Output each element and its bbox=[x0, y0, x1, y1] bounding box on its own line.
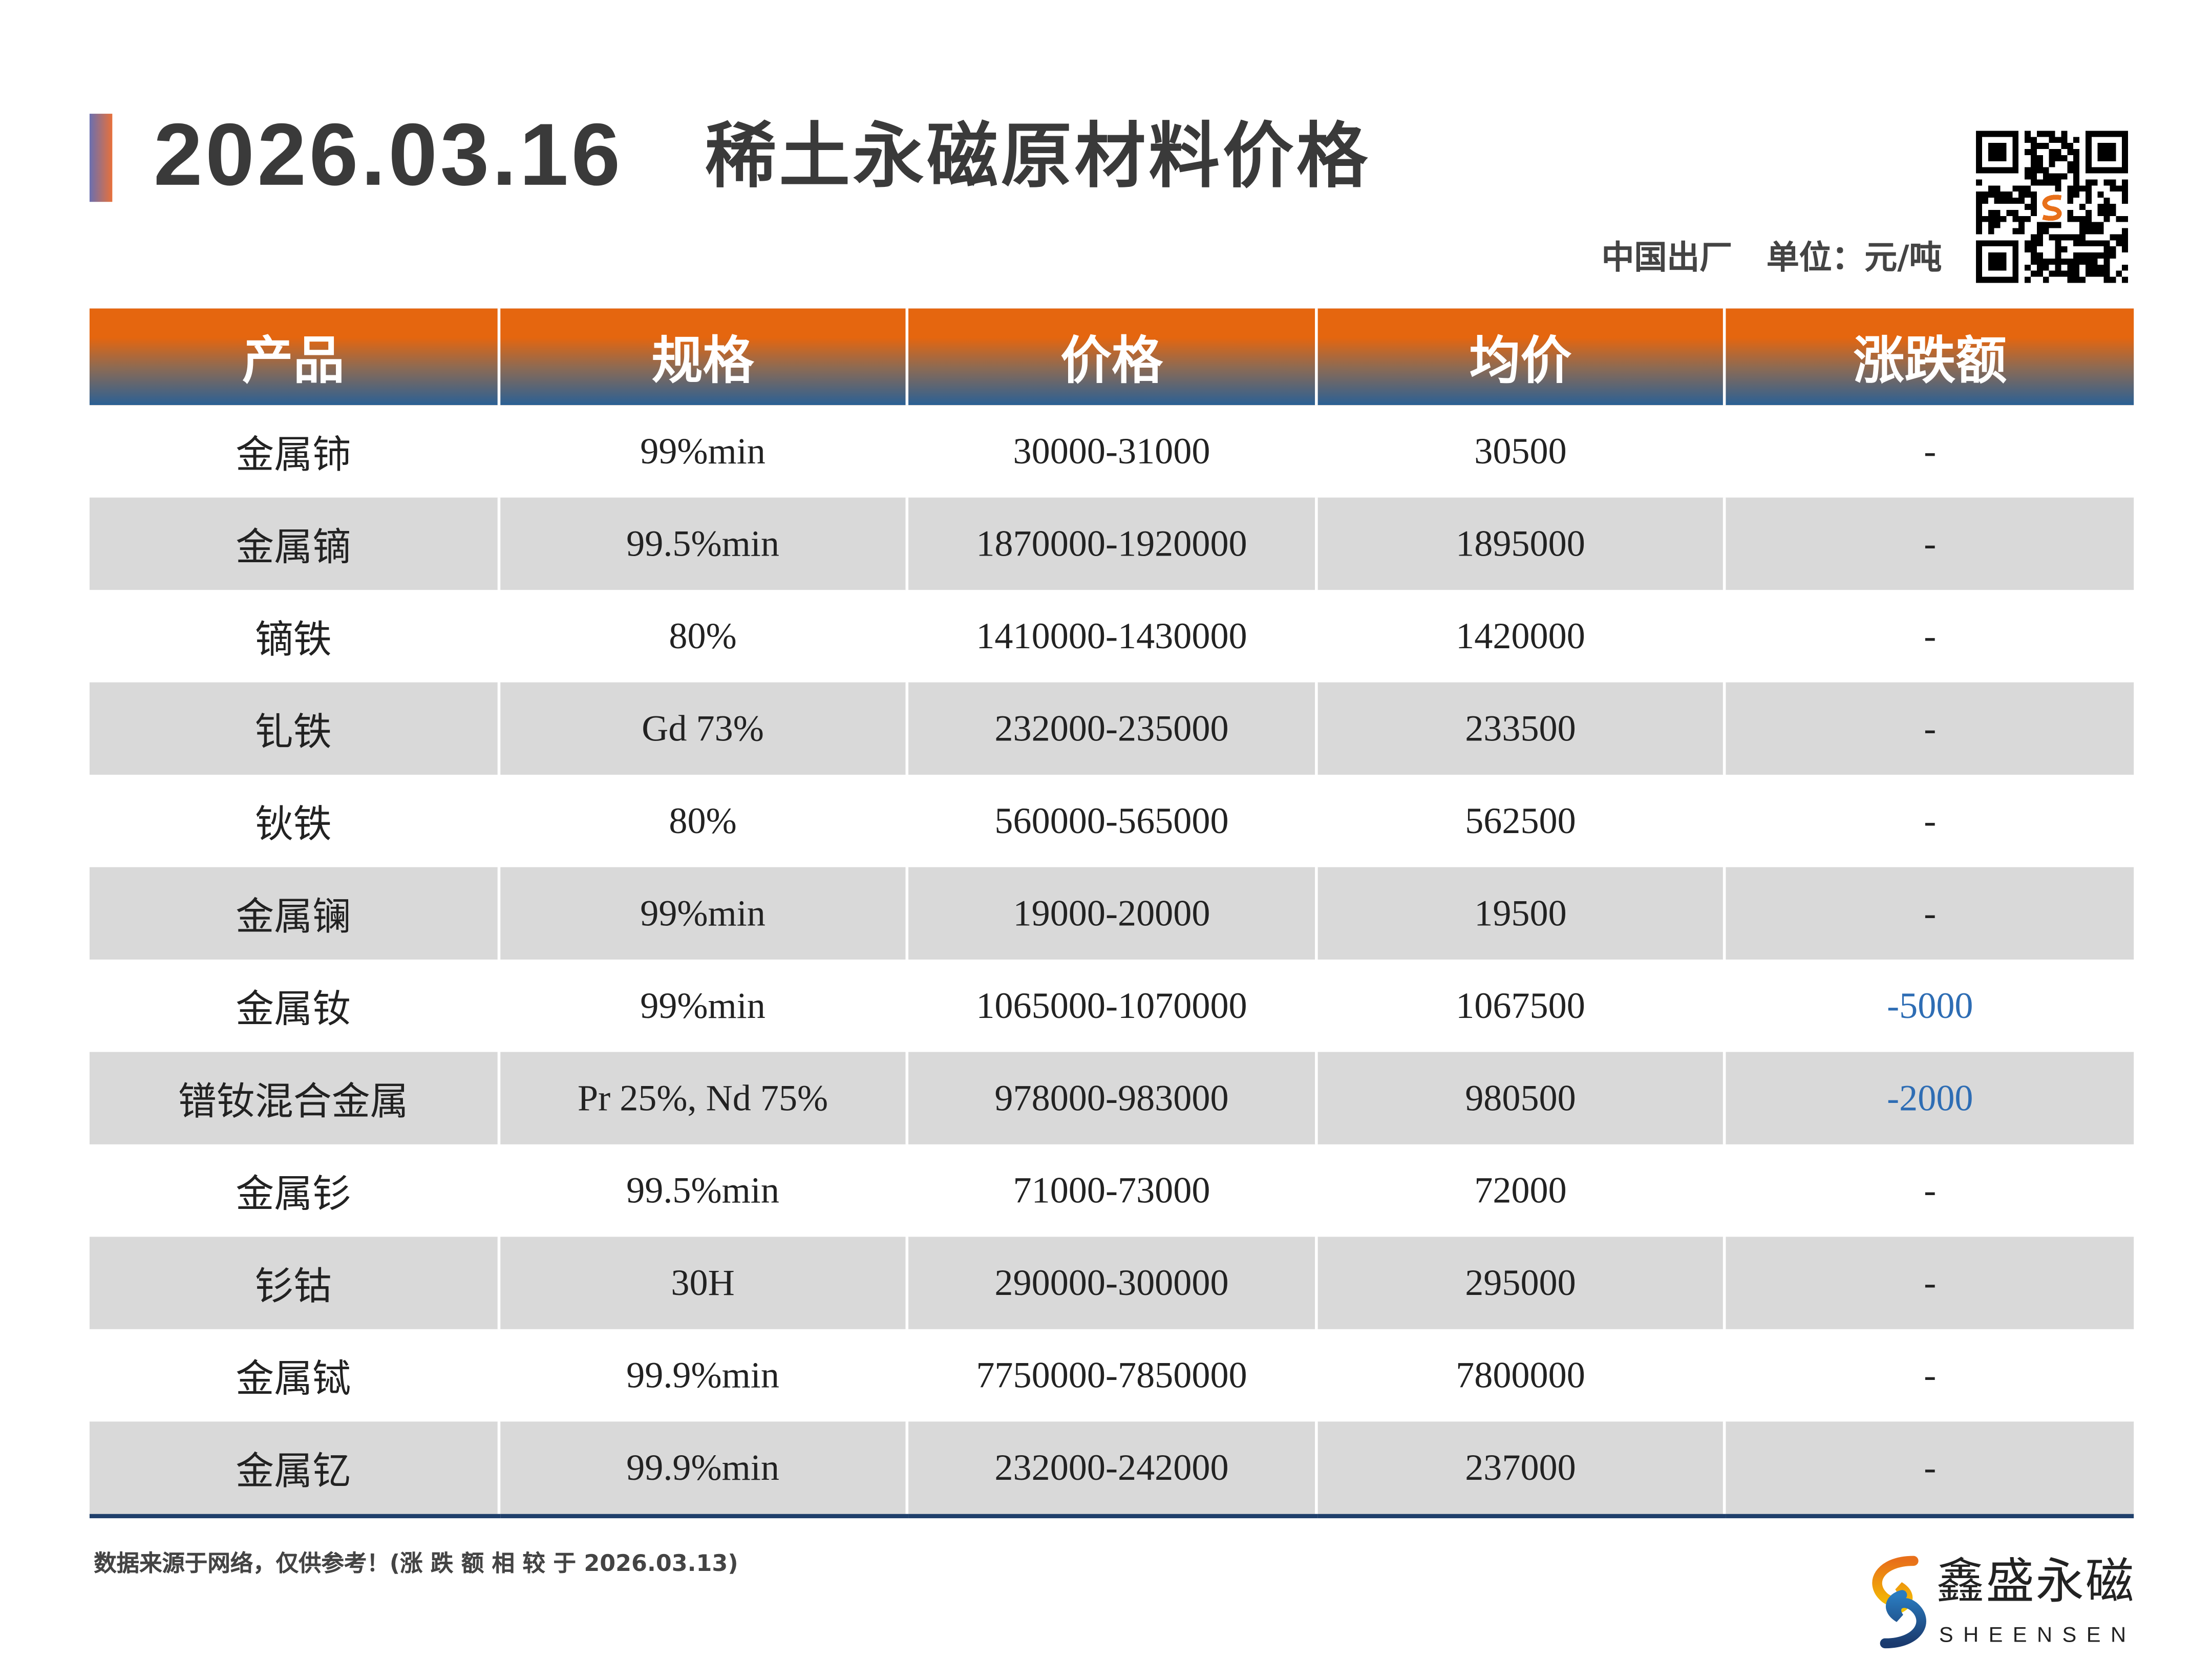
company-logo: 鑫盛永磁 SHEENSEN bbox=[1865, 1555, 2150, 1654]
product-cell: 金属铽 bbox=[236, 1357, 351, 1402]
change-cell: - bbox=[1723, 1329, 2134, 1422]
table-row: 金属钕 99%min 1065000-1070000 1067500 -5000 bbox=[90, 960, 2134, 1052]
table-row: 金属铈 99%min 30000-31000 30500- bbox=[90, 405, 2134, 498]
spec-cell: 30H bbox=[497, 1237, 907, 1329]
change-cell: - bbox=[1723, 682, 2134, 775]
change-cell: - bbox=[1723, 867, 2134, 960]
spec-cell: 80% bbox=[497, 775, 907, 867]
column-header: 产品 bbox=[89, 308, 499, 406]
qr-code-icon bbox=[1976, 131, 2129, 283]
average-price-cell: 295000 bbox=[1314, 1237, 1725, 1329]
price-range-cell: 232000-242000 bbox=[906, 1421, 1316, 1519]
table-row: 镨钕混合金属 Pr 25%, Nd 75% 978000-983000 980500-… bbox=[89, 1052, 2134, 1144]
spec-cell: 80% bbox=[497, 590, 907, 683]
unit-note: 中国出厂 单位：元/吨 bbox=[1602, 239, 1942, 279]
average-price-cell: 19500 bbox=[1314, 867, 1725, 960]
spec-cell: 99.9%min bbox=[497, 1329, 907, 1422]
spec-cell: 99%min bbox=[497, 867, 907, 960]
product-cell: 金属铈 bbox=[236, 433, 351, 478]
product-cell: 钆铁 bbox=[89, 682, 499, 775]
table-row: 金属钐 99.5%min 71000-73000 72000- bbox=[90, 1144, 2134, 1237]
table-row: 钆铁 Gd 73% 232000-235000 233500- bbox=[89, 682, 2134, 775]
average-price-cell: 72000 bbox=[1314, 1144, 1725, 1237]
spec-cell: Gd 73% bbox=[497, 682, 907, 775]
product-cell: 金属钇 bbox=[89, 1421, 499, 1519]
price-range-cell: 30000-31000 bbox=[906, 405, 1316, 498]
average-price-cell: 30500 bbox=[1314, 405, 1725, 498]
average-price-cell: 562500 bbox=[1314, 775, 1725, 867]
product-cell: 钬铁 bbox=[254, 803, 332, 847]
spec-cell: 99%min bbox=[497, 960, 907, 1052]
price-range-cell: 978000-983000 bbox=[906, 1052, 1316, 1144]
change-cell: - bbox=[1723, 1237, 2134, 1329]
table-row: 镝铁 80% 1410000-1430000 1420000- bbox=[90, 590, 2134, 683]
table-row: 钬铁 80% 560000-565000 562500- bbox=[90, 775, 2134, 867]
source-note: 数据来源于网络，仅供参考！(涨 跌 额 相 较 于 2026.03.13) bbox=[94, 1549, 738, 1577]
average-price-cell: 1420000 bbox=[1314, 590, 1725, 683]
price-table: 产品 规格 价格 均价 涨跌额 金属铈 99%min 30000-31000 30500- 金属… bbox=[89, 308, 2134, 1519]
price-range-cell: 1870000-1920000 bbox=[906, 497, 1316, 590]
column-header: 价格 bbox=[906, 308, 1316, 406]
change-cell: - bbox=[1723, 1421, 2134, 1519]
logo-name-en: SHEENSEN bbox=[1939, 1623, 2136, 1648]
price-range-cell: 7750000-7850000 bbox=[906, 1329, 1316, 1422]
table-row: 金属钇 99.9%min 232000-242000 237000- bbox=[89, 1421, 2134, 1519]
column-header: 规格 bbox=[497, 308, 907, 406]
change-cell: - bbox=[1723, 590, 2134, 683]
spec-cell: Pr 25%, Nd 75% bbox=[497, 1052, 907, 1144]
change-cell: -5000 bbox=[1723, 960, 2134, 1052]
average-price-cell: 1895000 bbox=[1314, 497, 1725, 590]
logo-name-cn: 鑫盛永磁 bbox=[1936, 1554, 2136, 1611]
column-header: 均价 bbox=[1314, 308, 1725, 406]
product-cell: 金属镧 bbox=[89, 867, 499, 960]
price-range-cell: 560000-565000 bbox=[906, 775, 1316, 867]
average-price-cell: 237000 bbox=[1314, 1421, 1725, 1519]
table-row: 金属镧 99%min 19000-20000 19500- bbox=[89, 867, 2134, 960]
price-range-cell: 19000-20000 bbox=[906, 867, 1316, 960]
report-date: 2026.03.16 bbox=[153, 107, 623, 205]
table-header-row: 产品 规格 价格 均价 涨跌额 bbox=[89, 308, 2134, 406]
table-row: 金属镝 99.5%min 1870000-1920000 1895000- bbox=[89, 497, 2134, 590]
change-cell: - bbox=[1723, 1144, 2134, 1237]
product-cell: 金属钐 bbox=[236, 1173, 351, 1217]
product-cell: 钐钴 bbox=[89, 1237, 499, 1329]
price-range-cell: 290000-300000 bbox=[906, 1237, 1316, 1329]
origin-label: 中国出厂 bbox=[1601, 240, 1733, 278]
sheensen-logo-icon bbox=[1872, 1556, 1926, 1649]
price-range-cell: 1065000-1070000 bbox=[906, 960, 1316, 1052]
spec-cell: 99.5%min bbox=[497, 497, 907, 590]
table-row: 钐钴 30H 290000-300000 295000- bbox=[89, 1237, 2134, 1329]
unit-label: 单位：元/吨 bbox=[1766, 240, 1942, 278]
column-header: 涨跌额 bbox=[1723, 308, 2134, 406]
product-cell: 镝铁 bbox=[254, 618, 332, 663]
average-price-cell: 7800000 bbox=[1314, 1329, 1725, 1422]
average-price-cell: 980500 bbox=[1314, 1052, 1725, 1144]
table-row: 金属铽 99.9%min 7750000-7850000 7800000- bbox=[90, 1329, 2134, 1422]
change-cell: - bbox=[1723, 497, 2134, 590]
price-range-cell: 232000-235000 bbox=[906, 682, 1316, 775]
product-cell: 金属镝 bbox=[89, 497, 499, 590]
average-price-cell: 233500 bbox=[1314, 682, 1725, 775]
product-cell: 镨钕混合金属 bbox=[89, 1052, 499, 1144]
page-title: 稀土永磁原材料价格 bbox=[705, 115, 1371, 198]
price-range-cell: 1410000-1430000 bbox=[906, 590, 1316, 683]
spec-cell: 99.5%min bbox=[497, 1144, 907, 1237]
product-cell: 金属钕 bbox=[236, 988, 351, 1032]
change-cell: -2000 bbox=[1723, 1052, 2134, 1144]
change-cell: - bbox=[1723, 405, 2134, 498]
average-price-cell: 1067500 bbox=[1314, 960, 1725, 1052]
title-accent-bar bbox=[89, 114, 113, 202]
spec-cell: 99.9%min bbox=[497, 1421, 907, 1519]
price-range-cell: 71000-73000 bbox=[906, 1144, 1316, 1237]
change-cell: - bbox=[1723, 775, 2134, 867]
spec-cell: 99%min bbox=[497, 405, 907, 498]
